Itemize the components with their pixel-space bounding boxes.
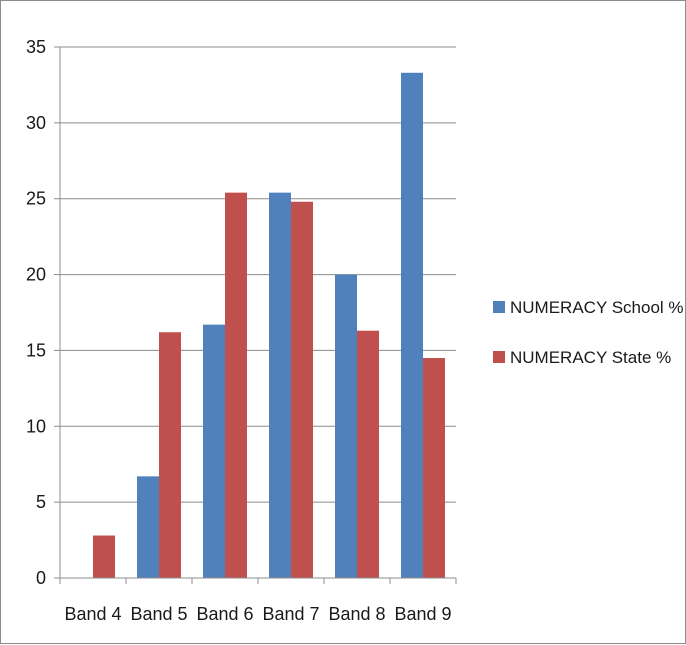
x-tick-label: Band 5	[130, 604, 187, 624]
legend: NUMERACY School % NUMERACY State %	[493, 298, 684, 367]
x-tick-label: Band 6	[196, 604, 253, 624]
y-tick-label: 25	[26, 189, 46, 209]
y-tick-label: 20	[26, 265, 46, 285]
bar-state-band-6	[225, 192, 247, 578]
legend-swatch	[493, 351, 505, 363]
y-tick-label: 5	[36, 492, 46, 512]
x-tick-label: Band 8	[328, 604, 385, 624]
x-tick-label: Band 9	[394, 604, 451, 624]
bar-state-band-9	[423, 358, 445, 578]
y-tick-label: 30	[26, 113, 46, 133]
bars	[93, 72, 445, 578]
legend-label: NUMERACY School %	[510, 298, 684, 317]
bar-school-band-5	[137, 476, 159, 578]
y-tick-label: 35	[26, 37, 46, 57]
y-tick-label: 0	[36, 568, 46, 588]
bar-school-band-8	[335, 274, 357, 578]
x-tick-label: Band 4	[64, 604, 121, 624]
gridlines	[60, 46, 456, 503]
bar-state-band-4	[93, 535, 115, 578]
y-axis-ticks: 0 5 10 15 20 25 30 35	[26, 37, 61, 588]
bar-state-band-8	[357, 330, 379, 578]
bar-state-band-5	[159, 332, 181, 578]
bar-state-band-7	[291, 201, 313, 578]
legend-swatch	[493, 301, 505, 313]
legend-label: NUMERACY State %	[510, 348, 671, 367]
bar-school-band-6	[203, 324, 225, 578]
y-tick-label: 15	[26, 340, 46, 360]
bar-school-band-9	[401, 72, 423, 578]
x-tick-label: Band 7	[262, 604, 319, 624]
bar-school-band-7	[269, 192, 291, 578]
x-axis: Band 4 Band 5 Band 6 Band 7 Band 8 Band 9	[59, 577, 457, 624]
y-tick-label: 10	[26, 416, 46, 436]
